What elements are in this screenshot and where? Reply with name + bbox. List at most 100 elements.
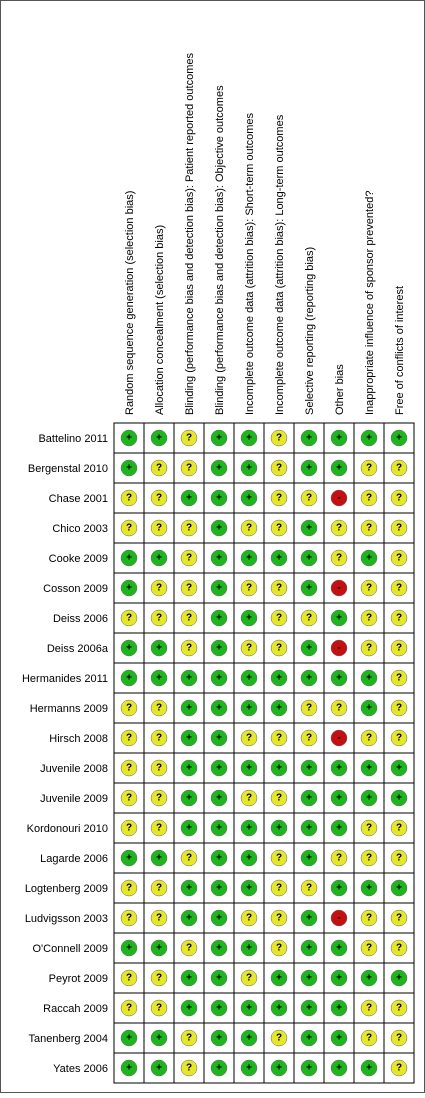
judgment-symbol: + <box>336 673 342 684</box>
judgment-symbol: ? <box>306 703 312 714</box>
judgment-dot <box>180 639 198 657</box>
judgment-symbol: + <box>216 583 222 594</box>
judgment-dot <box>270 1029 288 1047</box>
study-label: Hirsch 2008 <box>49 733 108 745</box>
judgment-dot <box>360 729 378 747</box>
judgment-symbol: ? <box>246 523 252 534</box>
judgment-dot <box>180 969 198 987</box>
judgment-symbol: ? <box>396 493 402 504</box>
study-label: Ludvigsson 2003 <box>25 913 108 925</box>
judgment-symbol: + <box>336 883 342 894</box>
judgment-dot <box>360 819 378 837</box>
judgment-symbol: - <box>337 643 340 654</box>
judgment-dot <box>360 579 378 597</box>
judgment-dot <box>330 669 348 687</box>
judgment-dot <box>300 759 318 777</box>
judgment-symbol: ? <box>186 583 192 594</box>
judgment-symbol: ? <box>396 823 402 834</box>
judgment-dot <box>150 819 168 837</box>
judgment-symbol: - <box>337 733 340 744</box>
judgment-symbol: + <box>216 433 222 444</box>
judgment-symbol: + <box>276 673 282 684</box>
judgment-dot <box>210 909 228 927</box>
judgment-symbol: ? <box>276 733 282 744</box>
judgment-dot <box>240 849 258 867</box>
judgment-dot <box>150 699 168 717</box>
judgment-symbol: + <box>186 673 192 684</box>
judgment-symbol: ? <box>306 733 312 744</box>
judgment-dot <box>120 609 138 627</box>
judgment-symbol: + <box>246 673 252 684</box>
judgment-dot <box>330 939 348 957</box>
judgment-dot <box>300 669 318 687</box>
judgment-dot <box>300 609 318 627</box>
judgment-dot <box>270 549 288 567</box>
judgment-symbol: + <box>246 493 252 504</box>
judgment-dot <box>210 549 228 567</box>
judgment-dot <box>120 669 138 687</box>
judgment-dot <box>330 579 348 597</box>
judgment-symbol: ? <box>396 1033 402 1044</box>
judgment-dot <box>240 909 258 927</box>
judgment-dot <box>330 459 348 477</box>
judgment-dot <box>150 999 168 1017</box>
study-label: Cooke 2009 <box>49 553 108 565</box>
judgment-symbol: + <box>306 583 312 594</box>
judgment-symbol: ? <box>396 643 402 654</box>
judgment-symbol: + <box>336 793 342 804</box>
judgment-dot <box>150 759 168 777</box>
judgment-dot <box>360 639 378 657</box>
judgment-symbol: + <box>306 943 312 954</box>
judgment-symbol: ? <box>396 853 402 864</box>
judgment-dot <box>300 1059 318 1077</box>
judgment-dot <box>390 789 408 807</box>
judgment-dot <box>240 789 258 807</box>
judgment-dot <box>390 759 408 777</box>
judgment-dot <box>240 819 258 837</box>
judgment-symbol: ? <box>186 1033 192 1044</box>
judgment-symbol: ? <box>186 433 192 444</box>
judgment-symbol: + <box>216 763 222 774</box>
judgment-symbol: + <box>246 553 252 564</box>
judgment-dot <box>150 519 168 537</box>
judgment-dot <box>330 819 348 837</box>
judgment-symbol: ? <box>396 1003 402 1014</box>
judgment-dot <box>120 519 138 537</box>
judgment-dot <box>240 609 258 627</box>
judgment-symbol: + <box>366 973 372 984</box>
judgment-dot <box>240 939 258 957</box>
judgment-dot <box>300 579 318 597</box>
judgment-symbol: + <box>276 763 282 774</box>
judgment-symbol: + <box>186 913 192 924</box>
judgment-dot <box>390 1029 408 1047</box>
judgment-symbol: + <box>336 1063 342 1074</box>
judgment-symbol: + <box>186 733 192 744</box>
judgment-symbol: ? <box>276 913 282 924</box>
judgment-symbol: + <box>216 913 222 924</box>
judgment-symbol: + <box>366 553 372 564</box>
judgment-symbol: + <box>276 703 282 714</box>
judgment-dot <box>360 849 378 867</box>
judgment-symbol: + <box>366 883 372 894</box>
judgment-dot <box>330 1029 348 1047</box>
judgment-dot <box>360 669 378 687</box>
judgment-dot <box>240 969 258 987</box>
judgment-symbol: ? <box>366 733 372 744</box>
judgment-dot <box>120 549 138 567</box>
study-label: Juvenile 2008 <box>40 763 108 775</box>
judgment-symbol: + <box>246 883 252 894</box>
judgment-dot <box>120 789 138 807</box>
judgment-symbol: + <box>306 913 312 924</box>
judgment-symbol: + <box>156 673 162 684</box>
judgment-symbol: + <box>126 433 132 444</box>
judgment-dot <box>360 459 378 477</box>
judgment-dot <box>180 909 198 927</box>
judgment-dot <box>240 879 258 897</box>
judgment-dot <box>120 939 138 957</box>
judgment-dot <box>330 519 348 537</box>
judgment-symbol: + <box>306 433 312 444</box>
judgment-dot <box>390 999 408 1017</box>
judgment-symbol: + <box>336 763 342 774</box>
judgment-dot <box>210 759 228 777</box>
judgment-dot <box>360 1059 378 1077</box>
